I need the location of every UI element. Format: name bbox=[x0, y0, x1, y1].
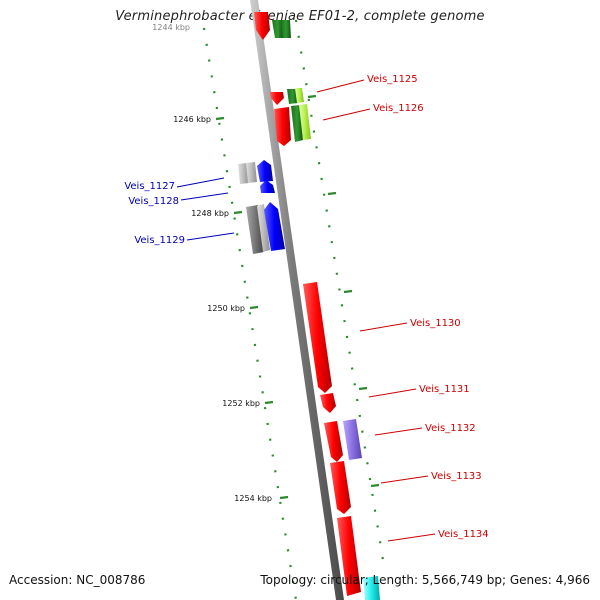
top-partial-genes bbox=[254, 12, 291, 40]
gene-label-veis-1133[interactable]: Veis_1133 bbox=[431, 471, 482, 482]
genome-backbone bbox=[250, 0, 344, 600]
scale-tick bbox=[343, 289, 353, 294]
leader-line bbox=[359, 322, 408, 332]
forward-gene-labels: Veis_1125 Veis_1126 Veis_1130 Veis_1131 … bbox=[316, 74, 489, 542]
leader-line bbox=[180, 192, 229, 201]
gene-label-veis-1128[interactable]: Veis_1128 bbox=[128, 196, 179, 207]
gene-cds-cyan[interactable] bbox=[363, 576, 380, 600]
scale-label: 1246 kbp bbox=[173, 115, 211, 124]
gene-label-veis-1130[interactable]: Veis_1130 bbox=[410, 318, 461, 329]
gene-cds-red[interactable] bbox=[303, 282, 332, 393]
scale-label: 1254 kbp bbox=[234, 494, 272, 503]
gene-cds-red[interactable] bbox=[330, 461, 351, 514]
genome-summary-text: Topology: circular; Length: 5,566,749 bp… bbox=[260, 573, 590, 587]
leader-line bbox=[368, 388, 417, 398]
scale-label: 1248 kbp bbox=[191, 209, 229, 218]
leader-line bbox=[322, 108, 371, 121]
scale-label: 1250 kbp bbox=[207, 304, 245, 313]
gene-label-veis-1129[interactable]: Veis_1129 bbox=[134, 235, 185, 246]
gene-label-veis-1125[interactable]: Veis_1125 bbox=[367, 74, 418, 85]
leader-line bbox=[316, 79, 365, 93]
scale-tick bbox=[370, 483, 380, 488]
gene-label-veis-1132[interactable]: Veis_1132 bbox=[425, 423, 476, 434]
scale-tick bbox=[215, 116, 225, 121]
gene-cds-red[interactable] bbox=[324, 421, 343, 462]
scale-label: 1252 kbp bbox=[222, 399, 260, 408]
leader-line bbox=[186, 232, 235, 241]
scale-tick bbox=[307, 94, 317, 99]
gene-cds-lime[interactable] bbox=[295, 88, 304, 103]
gene-label-veis-1131[interactable]: Veis_1131 bbox=[419, 384, 470, 395]
gene-cds-red[interactable] bbox=[337, 516, 361, 596]
scale-track-right bbox=[294, 19, 385, 561]
scale-dotted-line bbox=[294, 19, 385, 561]
gene-cds-lightgray[interactable] bbox=[257, 204, 270, 252]
gene-cds-green[interactable] bbox=[291, 105, 303, 142]
reverse-gene-labels: Veis_1127 Veis_1128 Veis_1129 bbox=[124, 177, 235, 246]
leader-line bbox=[374, 427, 423, 436]
gene-cds-green[interactable] bbox=[287, 89, 298, 104]
leader-line bbox=[176, 177, 225, 188]
scale-tick bbox=[358, 386, 368, 391]
leader-line bbox=[387, 533, 436, 542]
gene-cds-blue[interactable] bbox=[260, 180, 275, 193]
gene-cds-green[interactable] bbox=[272, 20, 283, 38]
gene-cds-red[interactable] bbox=[270, 92, 284, 105]
gene-cds-red[interactable] bbox=[274, 107, 291, 146]
scale-dotted-line bbox=[202, 27, 298, 600]
scale-tick bbox=[233, 210, 243, 215]
scale-track: 1246 kbp 1248 kbp 1250 kbp 1252 kbp 1254… bbox=[173, 27, 298, 600]
gene-label-veis-1127[interactable]: Veis_1127 bbox=[124, 181, 175, 192]
map-title: Verminephrobacter eiseniae EF01-2, compl… bbox=[115, 9, 485, 24]
accession-text: Accession: NC_008786 bbox=[9, 573, 146, 587]
scale-label-partial: 1244 kbp bbox=[152, 23, 190, 32]
scale-tick bbox=[279, 495, 289, 500]
gene-cds-lime[interactable] bbox=[299, 104, 311, 140]
leader-line bbox=[380, 475, 429, 484]
scale-tick bbox=[327, 191, 337, 196]
scale-tick bbox=[264, 400, 274, 405]
gene-cds-lightgray[interactable] bbox=[238, 163, 249, 184]
gene-cds-blue[interactable] bbox=[264, 202, 285, 251]
gene-cds-red[interactable] bbox=[254, 12, 270, 40]
gene-label-veis-1126[interactable]: Veis_1126 bbox=[373, 103, 424, 114]
gene-cds-blue[interactable] bbox=[257, 160, 273, 182]
gene-cds-red[interactable] bbox=[320, 393, 336, 413]
gene-cds-purple[interactable] bbox=[343, 419, 362, 460]
gene-cds-lightgray[interactable] bbox=[246, 162, 257, 183]
gene-cds-green[interactable] bbox=[281, 20, 291, 38]
scale-tick bbox=[249, 305, 259, 310]
gene-label-veis-1134[interactable]: Veis_1134 bbox=[438, 529, 489, 540]
